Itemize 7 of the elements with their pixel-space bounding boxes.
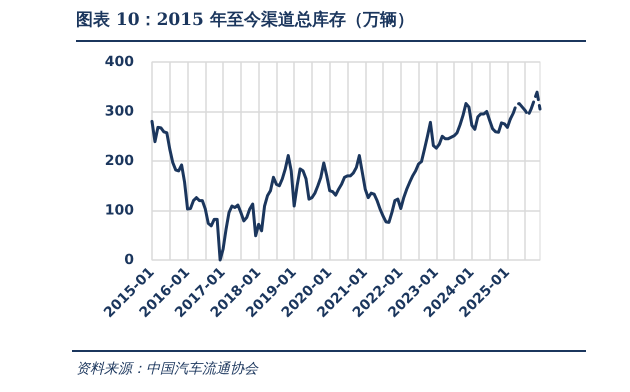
y-tick-label: 200 [104,153,134,169]
chart-title: 图表 10：2015 年至今渠道总库存（万辆） [76,9,414,31]
y-tick-label: 400 [104,54,134,70]
y-tick-label: 100 [104,202,134,218]
text: 资料来源：中国汽车流通协会 [76,360,258,378]
y-tick-label: 300 [104,104,134,120]
y-tick-label: 0 [124,252,134,268]
